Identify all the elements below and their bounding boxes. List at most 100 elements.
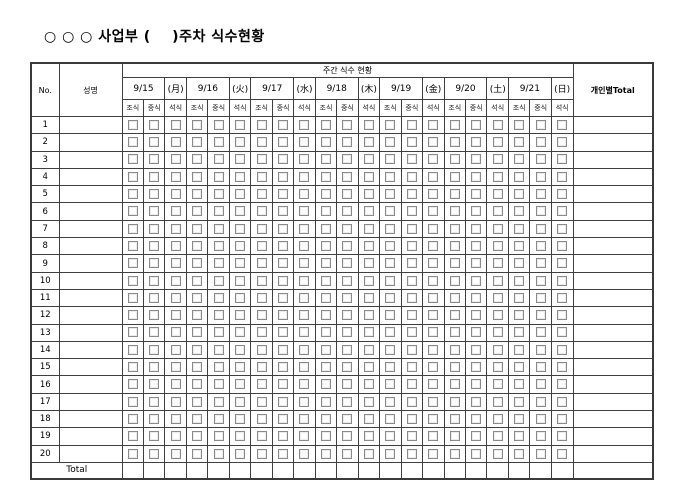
meal-checkbox[interactable] [235, 448, 246, 459]
meal-checkbox[interactable] [235, 240, 246, 251]
meal-checkbox[interactable] [278, 275, 289, 286]
meal-checkbox[interactable] [406, 310, 417, 321]
meal-checkbox[interactable] [385, 189, 396, 200]
meal-checkbox[interactable] [514, 379, 525, 390]
meal-checkbox[interactable] [535, 431, 546, 442]
meal-checkbox[interactable] [213, 327, 224, 338]
meal-checkbox[interactable] [213, 119, 224, 130]
meal-checkbox[interactable] [492, 448, 503, 459]
meal-checkbox[interactable] [406, 275, 417, 286]
meal-checkbox[interactable] [363, 431, 374, 442]
meal-checkbox[interactable] [342, 206, 353, 217]
meal-checkbox[interactable] [514, 171, 525, 182]
meal-checkbox[interactable] [192, 240, 203, 251]
meal-checkbox[interactable] [149, 431, 160, 442]
meal-checkbox[interactable] [557, 344, 568, 355]
meal-checkbox[interactable] [428, 448, 439, 459]
meal-checkbox[interactable] [363, 171, 374, 182]
meal-checkbox[interactable] [192, 362, 203, 373]
meal-checkbox[interactable] [192, 275, 203, 286]
meal-checkbox[interactable] [385, 344, 396, 355]
meal-checkbox[interactable] [320, 240, 331, 251]
meal-checkbox[interactable] [471, 171, 482, 182]
meal-checkbox[interactable] [492, 189, 503, 200]
meal-checkbox[interactable] [449, 396, 460, 407]
meal-checkbox[interactable] [428, 119, 439, 130]
meal-checkbox[interactable] [492, 379, 503, 390]
meal-checkbox[interactable] [149, 292, 160, 303]
meal-checkbox[interactable] [492, 327, 503, 338]
meal-checkbox[interactable] [127, 379, 138, 390]
meal-checkbox[interactable] [256, 379, 267, 390]
meal-checkbox[interactable] [278, 189, 289, 200]
meal-checkbox[interactable] [342, 223, 353, 234]
meal-checkbox[interactable] [320, 137, 331, 148]
meal-checkbox[interactable] [342, 396, 353, 407]
meal-checkbox[interactable] [535, 223, 546, 234]
meal-checkbox[interactable] [235, 171, 246, 182]
meal-checkbox[interactable] [320, 223, 331, 234]
meal-checkbox[interactable] [127, 413, 138, 424]
meal-checkbox[interactable] [557, 189, 568, 200]
meal-checkbox[interactable] [127, 292, 138, 303]
meal-checkbox[interactable] [256, 292, 267, 303]
meal-checkbox[interactable] [557, 240, 568, 251]
meal-checkbox[interactable] [428, 154, 439, 165]
meal-checkbox[interactable] [406, 379, 417, 390]
meal-checkbox[interactable] [320, 310, 331, 321]
meal-checkbox[interactable] [449, 448, 460, 459]
meal-checkbox[interactable] [428, 258, 439, 269]
meal-checkbox[interactable] [428, 396, 439, 407]
meal-checkbox[interactable] [514, 413, 525, 424]
meal-checkbox[interactable] [342, 275, 353, 286]
meal-checkbox[interactable] [213, 154, 224, 165]
meal-checkbox[interactable] [170, 344, 181, 355]
meal-checkbox[interactable] [170, 396, 181, 407]
meal-checkbox[interactable] [492, 154, 503, 165]
meal-checkbox[interactable] [535, 327, 546, 338]
meal-checkbox[interactable] [428, 379, 439, 390]
meal-checkbox[interactable] [363, 344, 374, 355]
meal-checkbox[interactable] [492, 240, 503, 251]
meal-checkbox[interactable] [320, 396, 331, 407]
meal-checkbox[interactable] [428, 362, 439, 373]
meal-checkbox[interactable] [235, 327, 246, 338]
meal-checkbox[interactable] [192, 171, 203, 182]
meal-checkbox[interactable] [320, 413, 331, 424]
meal-checkbox[interactable] [235, 379, 246, 390]
meal-checkbox[interactable] [320, 154, 331, 165]
meal-checkbox[interactable] [299, 154, 310, 165]
meal-checkbox[interactable] [428, 344, 439, 355]
meal-checkbox[interactable] [492, 310, 503, 321]
meal-checkbox[interactable] [385, 223, 396, 234]
meal-checkbox[interactable] [278, 431, 289, 442]
meal-checkbox[interactable] [535, 258, 546, 269]
meal-checkbox[interactable] [514, 344, 525, 355]
meal-checkbox[interactable] [299, 344, 310, 355]
meal-checkbox[interactable] [235, 119, 246, 130]
meal-checkbox[interactable] [170, 223, 181, 234]
meal-checkbox[interactable] [557, 327, 568, 338]
meal-checkbox[interactable] [320, 119, 331, 130]
meal-checkbox[interactable] [428, 223, 439, 234]
meal-checkbox[interactable] [385, 327, 396, 338]
meal-checkbox[interactable] [342, 154, 353, 165]
meal-checkbox[interactable] [278, 344, 289, 355]
meal-checkbox[interactable] [170, 275, 181, 286]
meal-checkbox[interactable] [320, 258, 331, 269]
meal-checkbox[interactable] [492, 258, 503, 269]
meal-checkbox[interactable] [127, 275, 138, 286]
meal-checkbox[interactable] [235, 396, 246, 407]
meal-checkbox[interactable] [320, 206, 331, 217]
meal-checkbox[interactable] [342, 327, 353, 338]
meal-checkbox[interactable] [492, 292, 503, 303]
meal-checkbox[interactable] [449, 292, 460, 303]
meal-checkbox[interactable] [278, 154, 289, 165]
meal-checkbox[interactable] [213, 413, 224, 424]
meal-checkbox[interactable] [385, 275, 396, 286]
meal-checkbox[interactable] [363, 275, 374, 286]
meal-checkbox[interactable] [492, 344, 503, 355]
meal-checkbox[interactable] [127, 206, 138, 217]
meal-checkbox[interactable] [471, 137, 482, 148]
meal-checkbox[interactable] [278, 240, 289, 251]
